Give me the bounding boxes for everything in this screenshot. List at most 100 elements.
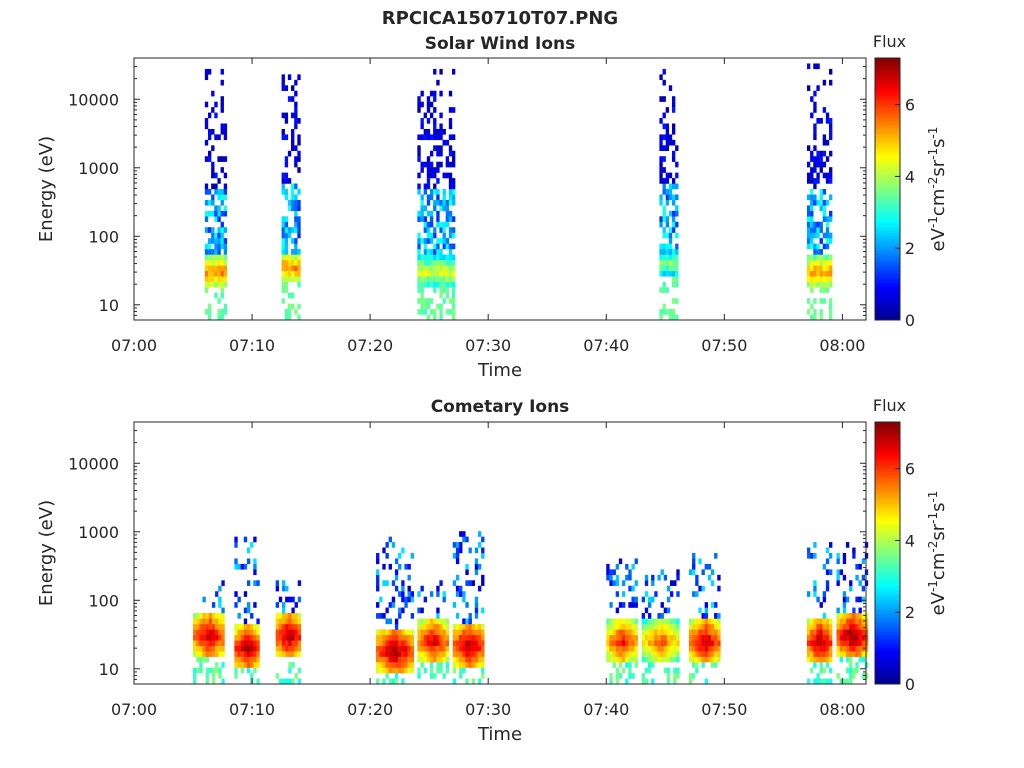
colorbar-segment — [875, 515, 900, 519]
heatmap-cell — [829, 640, 833, 646]
colorbar-segment — [875, 547, 900, 551]
colorbar-tick-label: 6 — [905, 96, 915, 115]
colorbar-segment — [875, 165, 900, 170]
heatmap-cell — [401, 640, 405, 646]
heatmap-cell — [297, 167, 301, 173]
heatmap-cell — [433, 287, 437, 293]
colorbar-segment — [875, 232, 900, 236]
heatmap-cell — [240, 645, 244, 652]
heatmap-cell — [647, 667, 652, 674]
heatmap-cell — [471, 656, 476, 663]
heatmap-cell — [240, 629, 244, 636]
heatmap-cell — [220, 309, 224, 315]
heatmap-cell — [429, 167, 434, 173]
heatmap-cell — [297, 613, 302, 619]
heatmap-cell — [199, 651, 203, 657]
heatmap-cell — [662, 145, 666, 151]
heatmap-cell — [829, 150, 833, 157]
heatmap-cell — [297, 580, 302, 586]
heatmap-cell — [398, 651, 402, 657]
heatmap-cell — [211, 145, 215, 151]
heatmap-cell — [861, 558, 866, 565]
heatmap-cell — [294, 216, 298, 222]
heatmap-cell — [806, 172, 811, 179]
colorbar-segment — [875, 136, 900, 140]
heatmap-cell — [398, 634, 402, 641]
heatmap-cell — [220, 227, 224, 233]
heatmap-cell — [455, 634, 460, 641]
heatmap-cell — [442, 189, 446, 195]
heatmap-cell — [294, 270, 298, 277]
heatmap-cell — [426, 623, 431, 630]
heatmap-cell — [394, 558, 399, 565]
heatmap-cell — [673, 678, 677, 685]
heatmap-cell — [243, 607, 248, 614]
heatmap-cell — [417, 298, 421, 304]
heatmap-cell — [215, 629, 219, 636]
heatmap-cell — [297, 623, 302, 630]
heatmap-cell — [250, 640, 254, 646]
heatmap-cell — [810, 150, 814, 157]
colorbar-segment — [875, 491, 900, 496]
heatmap-cell — [822, 79, 827, 86]
heatmap-cell — [660, 645, 664, 652]
colorbar-segment — [875, 631, 900, 635]
heatmap-cell — [849, 651, 853, 657]
heatmap-cell — [215, 591, 219, 597]
colorbar-segment — [875, 622, 900, 627]
heatmap-cell — [220, 199, 224, 206]
heatmap-cell — [704, 629, 708, 636]
heatmap-cell — [714, 640, 718, 646]
heatmap-cell — [813, 107, 817, 113]
heatmap-cell — [291, 292, 295, 299]
heatmap-cell — [448, 150, 453, 157]
heatmap-cell — [291, 249, 295, 255]
heatmap-cell — [417, 172, 421, 179]
heatmap-cell — [858, 596, 862, 603]
heatmap-cell — [813, 634, 817, 641]
heatmap-cell — [391, 580, 396, 586]
heatmap-cell — [426, 118, 431, 124]
heatmap-cell — [665, 265, 670, 272]
heatmap-cell — [211, 623, 216, 630]
heatmap-cell — [379, 613, 383, 619]
heatmap-cell — [404, 563, 408, 570]
heatmap-cell — [707, 563, 712, 570]
heatmap-cell — [237, 623, 241, 630]
heatmap-cell — [407, 640, 411, 646]
heatmap-cell — [207, 281, 212, 288]
heatmap-cell — [417, 210, 421, 217]
colorbar-segment — [875, 486, 900, 490]
heatmap-cell — [426, 265, 431, 272]
heatmap-cell — [829, 618, 833, 625]
colorbar-segment — [875, 293, 900, 298]
heatmap-cell — [631, 651, 635, 657]
colorbar-segment — [875, 503, 900, 507]
heatmap-cell — [663, 645, 668, 652]
heatmap-cell — [281, 607, 286, 614]
heatmap-cell — [698, 618, 702, 625]
heatmap-cell — [810, 194, 814, 201]
heatmap-cell — [622, 618, 626, 625]
heatmap-cell — [662, 249, 666, 255]
heatmap-cell — [385, 651, 389, 657]
heatmap-cell — [671, 259, 676, 266]
heatmap-cell — [448, 249, 453, 255]
heatmap-cell — [822, 298, 827, 304]
heatmap-cell — [420, 118, 424, 124]
heatmap-cell — [385, 673, 389, 679]
heatmap-cell — [654, 591, 658, 597]
heatmap-cell — [214, 210, 218, 217]
heatmap-cell — [410, 596, 415, 603]
heatmap-cell — [810, 189, 814, 195]
heatmap-cell — [628, 640, 632, 646]
heatmap-cell — [420, 134, 424, 141]
heatmap-cell — [641, 634, 646, 641]
heatmap-cell — [385, 542, 389, 548]
heatmap-cell — [448, 265, 453, 272]
heatmap-cell — [852, 667, 856, 674]
heatmap-cell — [388, 656, 392, 663]
heatmap-cell — [448, 298, 453, 304]
heatmap-cell — [822, 629, 827, 636]
